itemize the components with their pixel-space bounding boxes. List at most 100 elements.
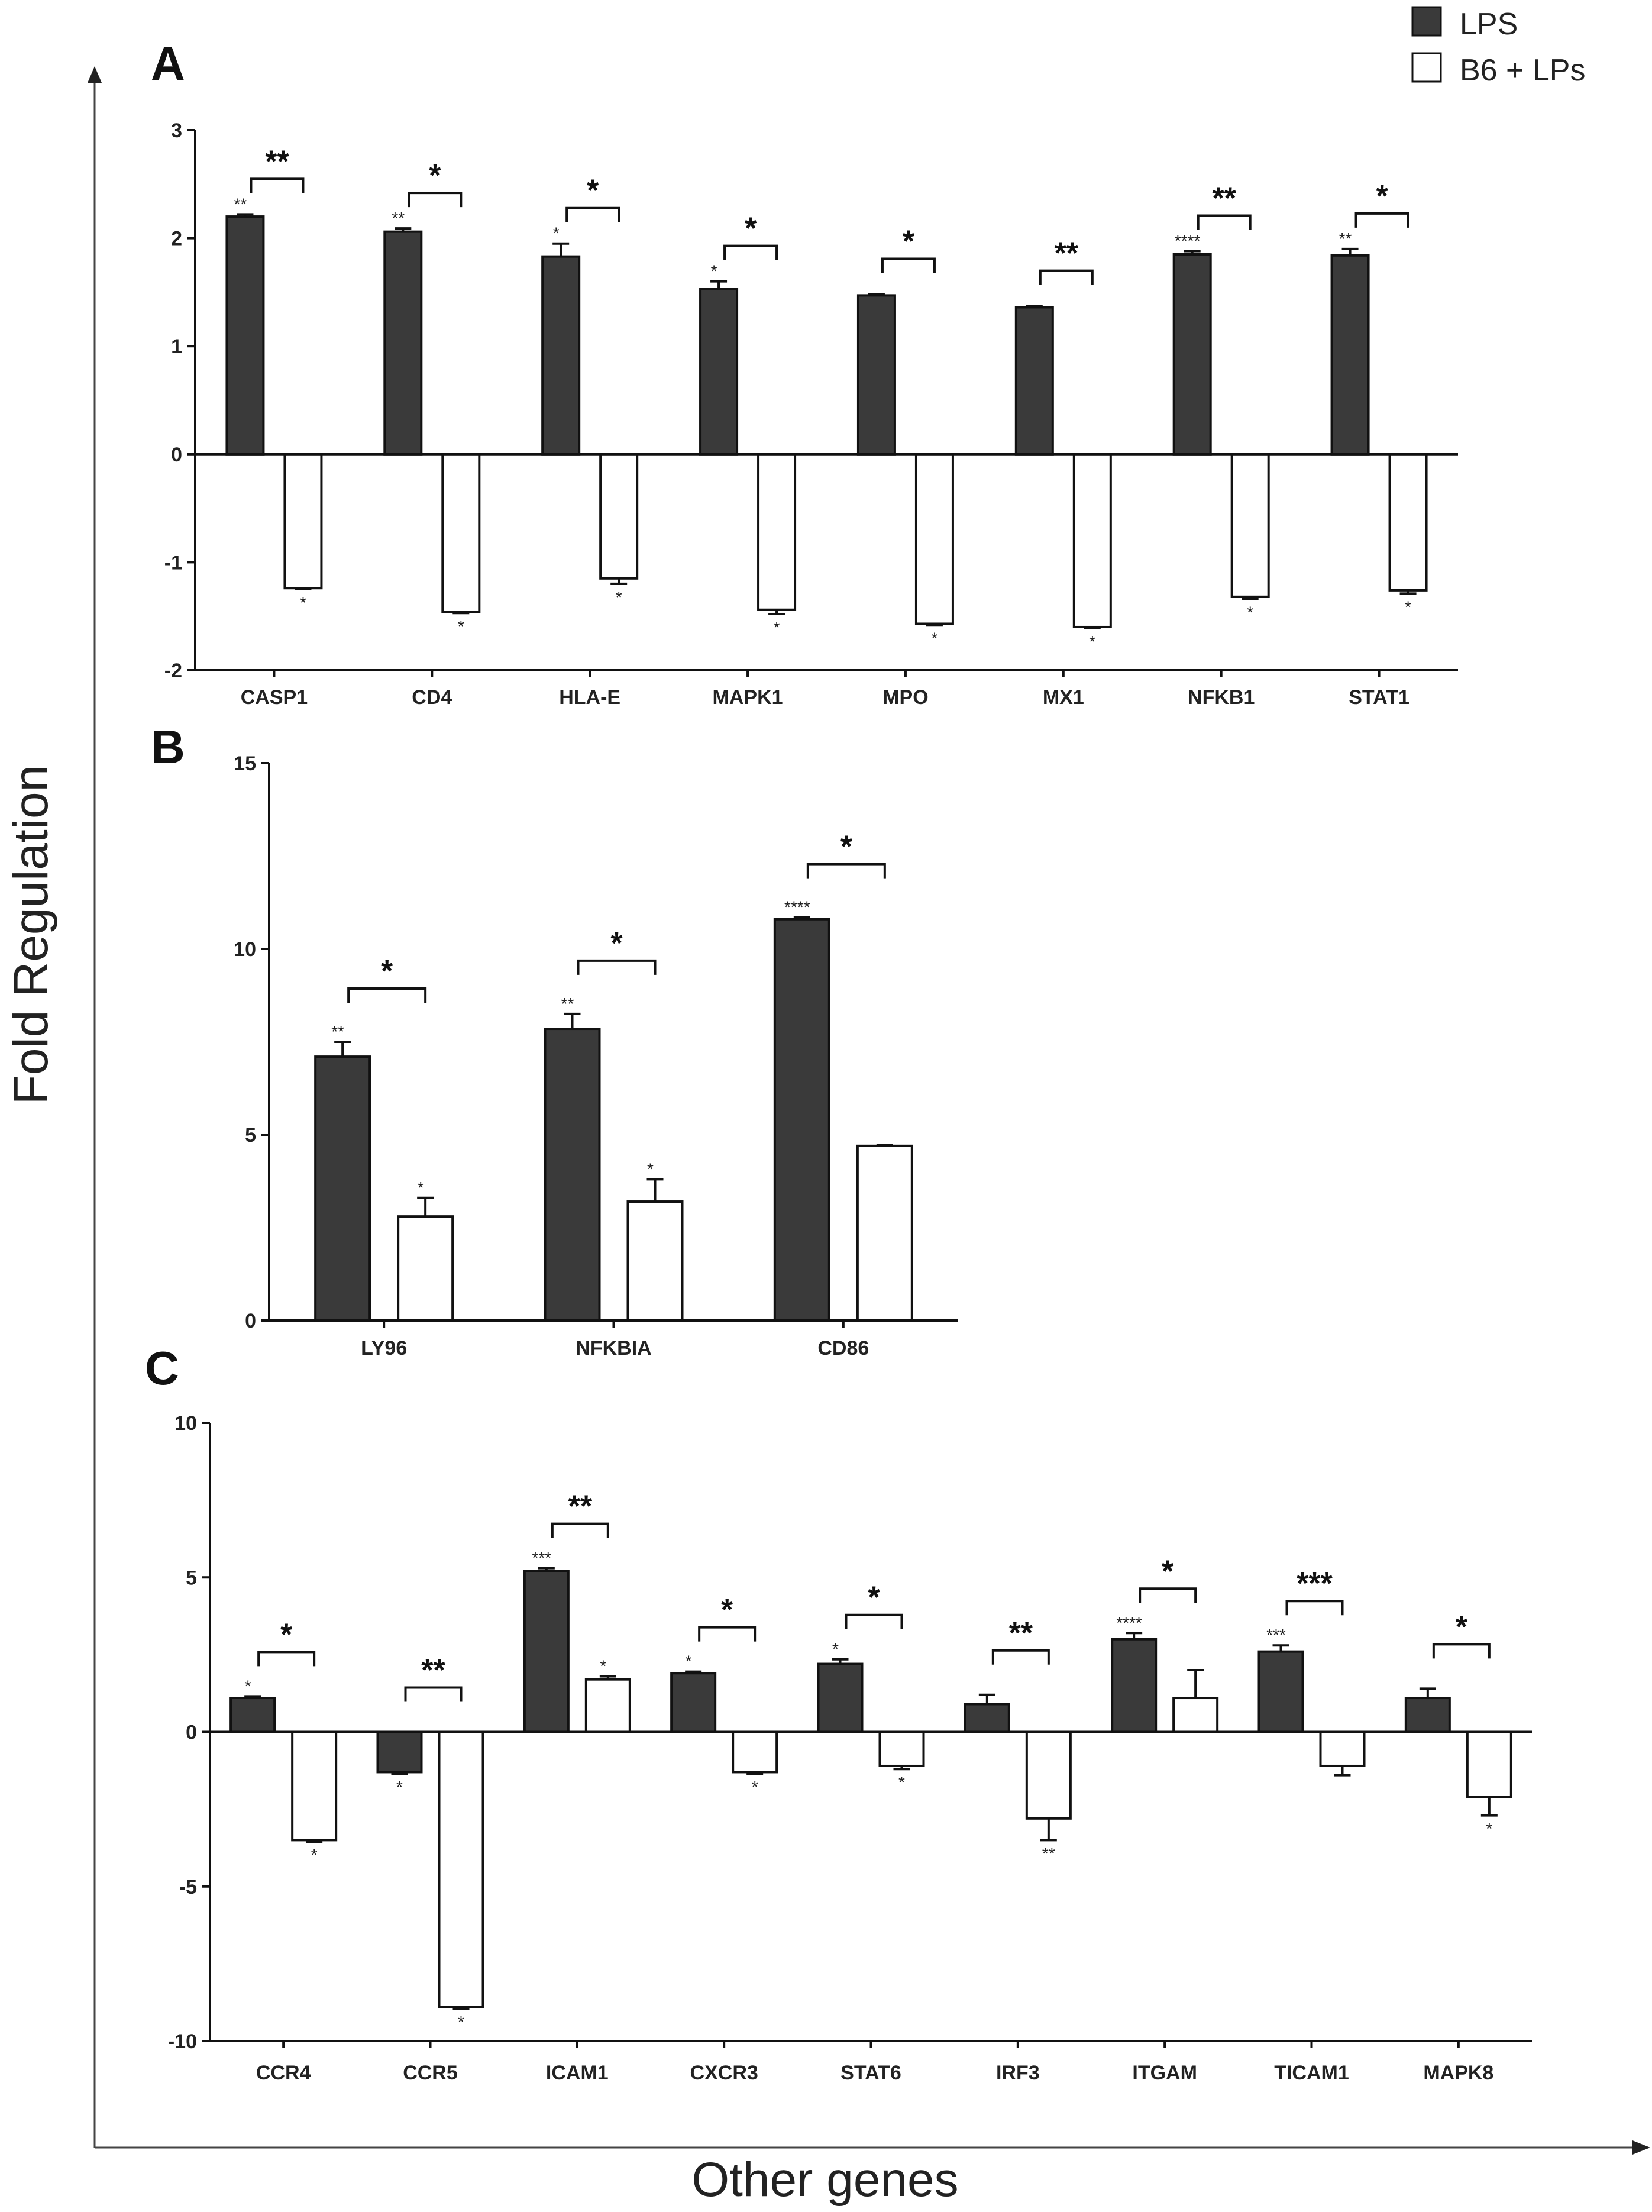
- significance-bracket: [1354, 212, 1409, 228]
- bracket-significance: *: [868, 1581, 880, 1615]
- bar-b6-lps-mpo: [914, 453, 954, 625]
- bar-lps-casp1: [225, 215, 265, 456]
- bar-significance: *: [458, 617, 464, 635]
- significance-bracket: [408, 192, 463, 208]
- bar-significance: *: [1089, 632, 1095, 651]
- bar-significance: *: [553, 224, 560, 243]
- bar-significance: **: [1339, 230, 1352, 248]
- bar-lps-itgam: [1111, 1638, 1158, 1733]
- bar-b6-lps-stat1: [1388, 453, 1428, 592]
- bar-b6-lps-cd86: [856, 1144, 913, 1322]
- bracket-significance: *: [1162, 1554, 1174, 1588]
- bar-lps-stat6: [817, 1662, 864, 1733]
- bracket-significance: **: [1212, 182, 1236, 216]
- y-tick-label: -2: [164, 660, 182, 682]
- bar-significance: *: [1486, 1820, 1492, 1838]
- panel-label-b: B: [151, 721, 185, 773]
- bar-significance: ****: [1175, 232, 1201, 250]
- bar-b6-lps-mx1: [1072, 453, 1112, 628]
- bar-significance: **: [234, 195, 247, 213]
- bar-b6-lps-stat6: [878, 1730, 925, 1767]
- bar-significance: *: [898, 1773, 905, 1791]
- legend-label-b6-lps: B6 + LPs: [1460, 53, 1585, 88]
- bar-lps-cd4: [383, 230, 423, 456]
- bar-significance: *: [752, 1778, 758, 1796]
- bracket-significance: *: [840, 830, 853, 864]
- bar-lps-mapk1: [699, 288, 739, 456]
- category-label-ccr5: CCR5: [403, 2062, 458, 2084]
- outer-axes: [88, 66, 1650, 2155]
- bar-b6-lps-ticam1: [1319, 1730, 1366, 1767]
- bar-b6-lps-ccr5: [438, 1730, 484, 2008]
- bracket-significance: *: [745, 212, 757, 246]
- category-label-mapk1: MAPK1: [713, 686, 783, 709]
- bar-significance: *: [931, 629, 937, 647]
- bar-significance: *: [245, 1677, 251, 1695]
- bar-significance: ****: [784, 898, 810, 916]
- significance-bracket: [347, 987, 427, 1003]
- bar-b6-lps-itgam: [1172, 1697, 1219, 1733]
- y-tick-label: 0: [245, 1310, 256, 1332]
- bar-lps-ticam1: [1257, 1650, 1304, 1733]
- bar-lps-nfkb1: [1172, 253, 1212, 456]
- bar-significance: *: [600, 1656, 606, 1675]
- bar-b6-lps-mapk1: [757, 453, 797, 611]
- category-label-stat6: STAT6: [840, 2062, 901, 2084]
- x-axis-title: Other genes: [691, 2153, 958, 2207]
- y-axis-title: Fold Regulation: [4, 765, 58, 1105]
- bar-significance: **: [331, 1022, 344, 1041]
- y-tick-label: 1: [171, 335, 182, 358]
- category-label-ly96: LY96: [361, 1337, 407, 1360]
- bar-significance: ***: [532, 1549, 551, 1567]
- bar-significance: **: [1042, 1844, 1055, 1862]
- bar-significance: *: [711, 262, 717, 280]
- bracket-significance: **: [421, 1654, 445, 1688]
- bar-b6-lps-ccr4: [291, 1730, 338, 1842]
- significance-bracket: [881, 257, 936, 273]
- significance-bracket: [806, 863, 886, 879]
- y-tick-label: 10: [234, 938, 256, 961]
- bar-lps-mapk8: [1404, 1697, 1451, 1733]
- bracket-significance: *: [280, 1617, 293, 1652]
- significance-bracket: [565, 206, 620, 222]
- significance-bracket: [1139, 1587, 1197, 1603]
- bracket-significance: *: [381, 954, 393, 989]
- bar-lps-icam1: [523, 1570, 570, 1733]
- bracket-significance: *: [587, 174, 599, 208]
- bar-b6-lps-nfkb1: [1230, 453, 1270, 598]
- bar-significance: *: [647, 1160, 654, 1178]
- bar-significance: *: [418, 1178, 424, 1197]
- bracket-significance: *: [429, 159, 441, 193]
- bracket-significance: *: [1456, 1610, 1468, 1644]
- y-tick-label: -5: [179, 1876, 197, 1898]
- bracket-significance: ***: [1297, 1567, 1333, 1601]
- bar-lps-ly96: [314, 1055, 371, 1322]
- bracket-significance: *: [610, 926, 623, 961]
- y-tick-label: -10: [168, 2030, 197, 2053]
- bar-lps-nfkbia: [544, 1028, 601, 1322]
- category-label-mx1: MX1: [1043, 686, 1084, 709]
- y-tick-label: 3: [171, 120, 182, 142]
- bracket-significance: **: [265, 144, 289, 179]
- significance-bracket: [1197, 214, 1252, 230]
- bar-b6-lps-irf3: [1025, 1730, 1072, 1820]
- y-tick-label: -1: [164, 551, 182, 574]
- bracket-significance: **: [568, 1490, 593, 1524]
- bar-lps-mpo: [856, 294, 896, 456]
- chart-panel-c: -10-50510CCR4***CCR5****ICAM1******CXCR3…: [168, 1412, 1532, 2084]
- bar-significance: ****: [1116, 1613, 1142, 1632]
- bar-lps-hla-e: [541, 255, 581, 456]
- bar-significance: ***: [1266, 1626, 1286, 1644]
- y-tick-label: 2: [171, 228, 182, 250]
- bar-b6-lps-hla-e: [599, 453, 639, 580]
- category-label-cd86: CD86: [817, 1337, 869, 1360]
- category-label-irf3: IRF3: [996, 2062, 1040, 2084]
- category-label-cxcr3: CXCR3: [690, 2062, 758, 2084]
- significance-bracket: [698, 1626, 757, 1642]
- bar-lps-ccr4: [229, 1697, 276, 1733]
- significance-bracket: [1285, 1600, 1344, 1616]
- bar-significance: *: [396, 1778, 403, 1796]
- significance-bracket: [404, 1686, 463, 1702]
